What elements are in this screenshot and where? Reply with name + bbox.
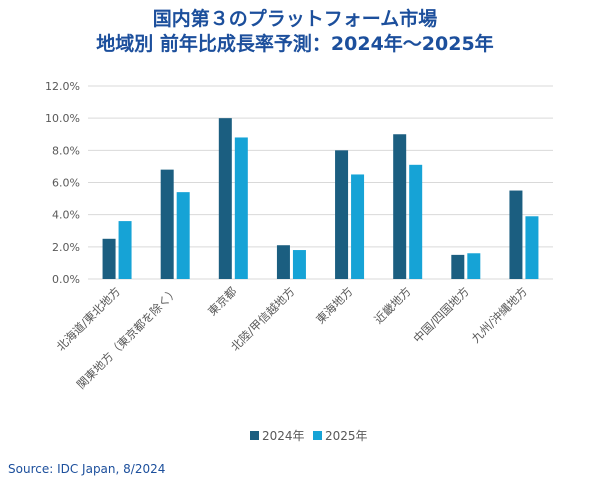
y-tick-label: 2.0% (52, 241, 80, 254)
y-tick-label: 0.0% (52, 273, 80, 286)
source-note: Source: IDC Japan, 8/2024 (8, 462, 166, 476)
legend: 2024年 2025年 (250, 429, 368, 443)
y-tick-label: 10.0% (45, 112, 80, 125)
bars (102, 118, 539, 280)
bar-2024 (335, 150, 349, 279)
bar-2025 (525, 216, 539, 279)
bar-2024 (451, 254, 465, 279)
chart-title-line1: 国内第３のプラットフォーム市場 (152, 8, 438, 30)
y-tick-label: 8.0% (52, 144, 80, 157)
x-tick-label: 近畿地方 (371, 284, 413, 326)
bar-2024 (509, 190, 523, 279)
legend-label: 2024年 (262, 429, 305, 443)
chart-title-line2: 地域別 前年比成長率予測：2024年～2025年 (96, 33, 494, 55)
x-tick-label: 関東地方（東京都を除く） (74, 284, 181, 391)
bar-2024 (393, 134, 407, 279)
x-tick-label: 九州/沖縄地方 (469, 284, 530, 345)
bar-2025 (292, 250, 306, 279)
y-tick-label: 6.0% (52, 177, 80, 190)
bar-2024 (160, 169, 174, 279)
x-tick-label: 東京都 (205, 284, 240, 319)
y-tick-label: 4.0% (52, 209, 80, 222)
legend-label: 2025年 (325, 429, 368, 443)
bar-2024 (276, 245, 290, 279)
bar-2025 (467, 253, 481, 279)
x-tick-label: 中国/四国地方 (411, 284, 472, 345)
bar-2025 (409, 164, 423, 279)
legend-swatch (313, 431, 322, 440)
bar-2024 (102, 238, 116, 279)
bar-2025 (234, 137, 248, 279)
bar-2025 (176, 192, 190, 279)
bar-2025 (351, 174, 365, 279)
bar-2024 (218, 118, 232, 280)
x-tick-label: 東海地方 (313, 284, 355, 326)
gridlines (88, 85, 553, 280)
y-axis-ticks: 0.0% 2.0% 4.0% 6.0% 8.0% 10.0% 12.0% (45, 80, 80, 286)
bar-2025 (118, 221, 132, 279)
legend-swatch (250, 431, 259, 440)
y-tick-label: 12.0% (45, 80, 80, 93)
